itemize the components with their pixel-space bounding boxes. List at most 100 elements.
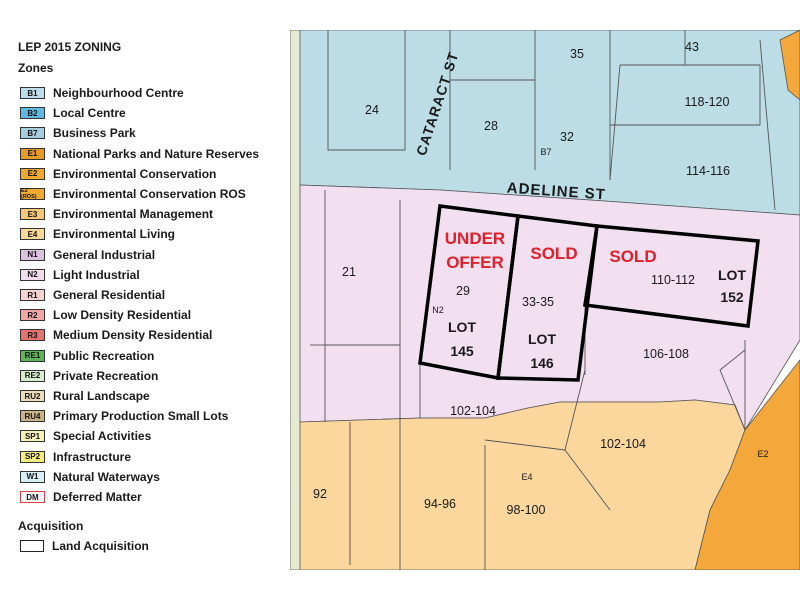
legend-swatch: R1 — [20, 289, 45, 301]
lot-number-label: 35 — [570, 47, 584, 61]
legend-item-ru2: RU2 Rural Landscape — [20, 388, 150, 404]
legend-swatch: R2 — [20, 309, 45, 322]
lot-number-label: 98-100 — [507, 503, 546, 517]
lot-line — [719, 349, 746, 431]
legend-item-ru4: RU4 Primary Production Small Lots — [20, 408, 228, 424]
legend-swatch: E1 — [20, 147, 45, 160]
legend-label: General Industrial — [53, 247, 156, 262]
lot-tag-label: LOT — [448, 319, 476, 335]
zone-code-label: N2 — [432, 305, 444, 315]
legend-swatch: N1 — [20, 248, 45, 261]
legend-item-r3: R3 Medium Density Residential — [20, 327, 212, 343]
zone-code-label: E2 — [757, 449, 768, 459]
acquisition-legend-item: Land Acquisition — [20, 539, 149, 553]
legend-label: Neighbourhood Centre — [53, 86, 184, 100]
lot-line — [484, 439, 566, 451]
legend-swatch: E2 (ROS) — [20, 188, 45, 200]
legend-item-e2: E2 Environmental Conservation — [20, 166, 216, 182]
legend-swatch: E4 — [20, 228, 45, 241]
acquisition-swatch — [20, 540, 44, 552]
street-label-adeline: ADELINE ST — [506, 180, 606, 204]
legend-title: LEP 2015 ZONING — [18, 40, 122, 54]
legend-item-e3: E3 Environmental Management — [20, 206, 213, 222]
legend-label: Infrastructure — [53, 449, 132, 464]
zone-e2-area-north — [779, 30, 800, 101]
zone-e4-area — [299, 399, 746, 570]
legend-label: Private Recreation — [53, 368, 159, 383]
legend-label: Low Density Residential — [53, 308, 192, 323]
legend-item-r1: R1 General Residential — [20, 287, 165, 303]
lot-line — [609, 64, 621, 181]
lot-146-boundary — [496, 214, 599, 382]
lot-152-boundary — [583, 224, 760, 328]
sale-lots-highlight — [418, 204, 760, 382]
legend-subtitle: Zones — [18, 61, 54, 75]
legend-label: Medium Density Residential — [53, 328, 213, 343]
zone-code-label: B7 — [540, 147, 551, 157]
legend-swatch: RU2 — [20, 390, 45, 402]
lot-tag-label: LOT — [528, 331, 556, 347]
legend-swatch: RU4 — [20, 410, 45, 423]
legend-swatch: B7 — [20, 127, 45, 140]
legend-item-sp1: SP1 Special Activities — [20, 428, 151, 444]
legend-swatch: RE1 — [20, 349, 45, 362]
legend-item-dm: DM Deferred Matter — [20, 489, 142, 505]
sale-status-label: OFFER — [446, 253, 504, 272]
legend-label: Public Recreation — [53, 348, 155, 363]
lot-tag-label: 145 — [450, 343, 474, 359]
legend-swatch: R3 — [20, 329, 45, 342]
legend-label: Environmental Conservation ROS — [53, 187, 246, 201]
legend-label: Deferred Matter — [53, 490, 142, 504]
legend-swatch: N2 — [20, 268, 45, 281]
lot-tag-label: 152 — [720, 289, 744, 305]
legend-label: Environmental Conservation — [53, 166, 217, 181]
sale-status-label: SOLD — [609, 247, 656, 266]
zone-e2-area — [694, 359, 800, 570]
legend-item-w1: W1 Natural Waterways — [20, 469, 160, 485]
legend-item-e4: E4 Environmental Living — [20, 226, 175, 242]
legend-item-e2-ros: E2 (ROS) Environmental Conservation ROS — [20, 186, 246, 202]
lot-number-label: 28 — [484, 119, 498, 133]
lot-number-label: 102-104 — [450, 404, 496, 418]
legend-label: Natural Waterways — [53, 469, 160, 484]
legend-swatch: RE2 — [20, 369, 45, 382]
legend-label: Special Activities — [53, 429, 152, 444]
lot-line — [564, 449, 611, 511]
legend-label: Environmental Living — [53, 227, 176, 242]
legend-swatch: E2 — [20, 167, 45, 180]
lot-number-label: 92 — [313, 487, 327, 501]
legend-swatch: B1 — [20, 87, 45, 99]
legend-item-re2: RE2 Private Recreation — [20, 368, 158, 384]
acquisition-heading: Acquisition — [18, 519, 84, 533]
legend-item-n1: N1 General Industrial — [20, 247, 155, 263]
legend-swatch: B2 — [20, 107, 45, 120]
lot-number-label: 94-96 — [424, 497, 456, 511]
legend-label: Light Industrial — [53, 267, 140, 282]
legend-item-r2: R2 Low Density Residential — [20, 307, 191, 323]
lot-line — [327, 30, 406, 151]
zoning-map: CATARACT ST ADELINE ST 35 43 24 118-120 28 32 11… — [290, 30, 800, 570]
lot-number-label: 32 — [560, 130, 574, 144]
legend-label: General Residential — [53, 288, 166, 302]
sale-status-label: SOLD — [530, 244, 577, 263]
legend-label: Local Centre — [53, 106, 126, 121]
legend-item-n2: N2 Light Industrial — [20, 267, 140, 283]
lot-number-label: 118-120 — [685, 95, 730, 109]
lot-number-label: 29 — [456, 284, 470, 298]
lot-tag-label: 146 — [530, 355, 554, 371]
legend-label: Rural Landscape — [53, 389, 150, 403]
legend-label: Primary Production Small Lots — [53, 409, 229, 424]
zoning-legend: LEP 2015 ZONING Zones B1 Neighbourhood Ce… — [0, 0, 290, 600]
sale-status-label: UNDER — [445, 229, 505, 248]
lot-number-label: 43 — [685, 40, 699, 54]
legend-swatch: E3 — [20, 208, 45, 221]
legend-item-e1: E1 National Parks and Nature Reserves — [20, 146, 259, 162]
legend-label: Business Park — [53, 126, 136, 141]
legend-label: National Parks and Nature Reserves — [53, 146, 260, 161]
acquisition-label: Land Acquisition — [52, 539, 149, 553]
lot-number-label: 33-35 — [522, 295, 554, 309]
legend-item-b2: B2 Local Centre — [20, 105, 126, 121]
legend-swatch: W1 — [20, 470, 45, 483]
zone-code-label: E4 — [521, 472, 532, 482]
